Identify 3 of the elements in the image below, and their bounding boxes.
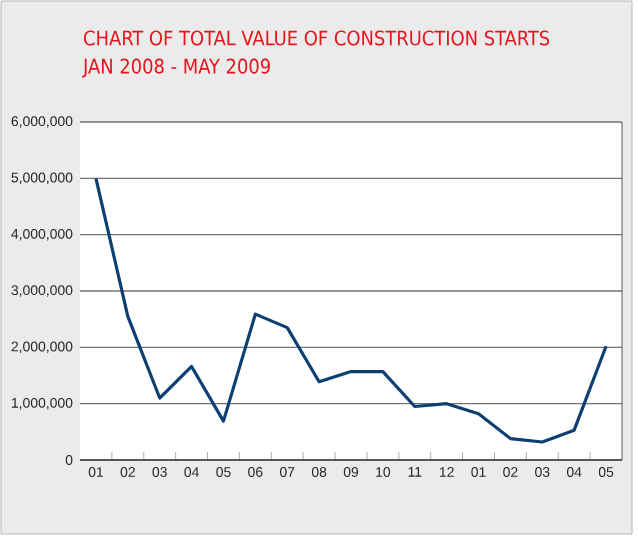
chart-title: CHART OF TOTAL VALUE OF CONSTRUCTION STARTS [84,30,550,46]
line-series [94,176,608,444]
chart-subtitle: JAN 2008 - MAY 2009 [82,58,270,78]
